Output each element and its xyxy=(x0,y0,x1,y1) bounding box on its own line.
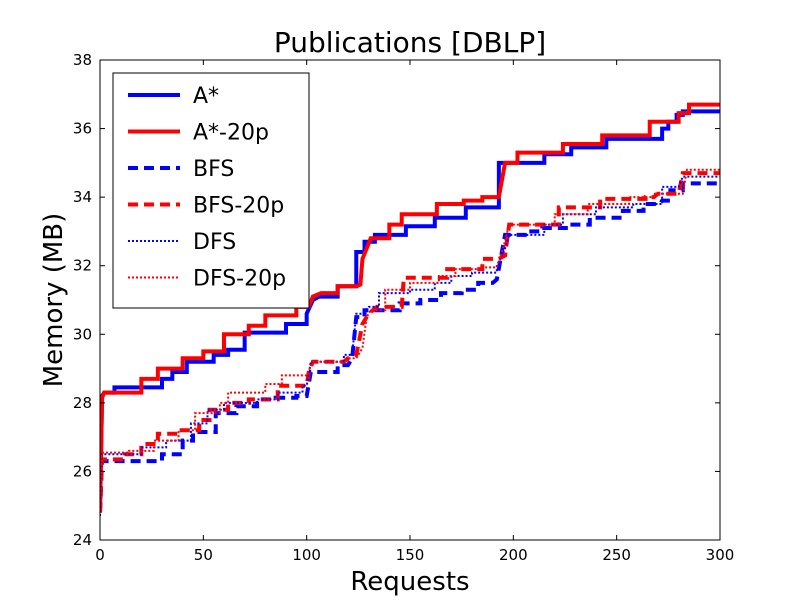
series-layer xyxy=(100,102,720,517)
y-tick-label: 32 xyxy=(73,257,92,275)
y-tick-label: 38 xyxy=(73,51,92,69)
legend-label-1: A* xyxy=(193,84,219,109)
legend-label-2: A*-20p xyxy=(193,121,269,146)
chart-title: Publications [DBLP] xyxy=(274,26,546,59)
ticks-layer: 0 50 100 150 200 250 300 24 26 28 30 32 34 36 38 xyxy=(73,51,734,564)
x-tick-label: 0 xyxy=(95,546,105,564)
y-tick-label: 28 xyxy=(73,394,92,412)
y-tick-label: 24 xyxy=(73,531,92,549)
series-line-5 xyxy=(100,175,720,517)
y-tick-label: 26 xyxy=(73,462,92,480)
legend-label-6: DFS-20p xyxy=(193,267,286,292)
x-tick-label: 200 xyxy=(499,546,528,564)
series-line-2 xyxy=(100,102,720,510)
x-tick-label: 100 xyxy=(292,546,321,564)
legend: A* A*-20p BFS BFS-20p DFS DFS-20p xyxy=(112,72,310,309)
legend-box xyxy=(112,72,310,309)
x-tick-label: 250 xyxy=(602,546,631,564)
x-tick-label: 150 xyxy=(396,546,425,564)
x-axis-label: Requests xyxy=(350,567,469,597)
x-tick-label: 300 xyxy=(706,546,735,564)
y-tick-label: 36 xyxy=(73,120,92,138)
x-tick-label: 50 xyxy=(194,546,213,564)
series-line-4 xyxy=(100,171,720,513)
y-axis-label: Memory (MB) xyxy=(39,213,69,388)
legend-label-3: BFS xyxy=(193,157,234,182)
series-line-1 xyxy=(100,109,720,513)
series-line-3 xyxy=(100,181,720,513)
legend-label-5: DFS xyxy=(193,230,236,255)
y-tick-label: 30 xyxy=(73,325,92,343)
y-tick-label: 34 xyxy=(73,188,92,206)
legend-label-4: BFS-20p xyxy=(193,194,284,219)
